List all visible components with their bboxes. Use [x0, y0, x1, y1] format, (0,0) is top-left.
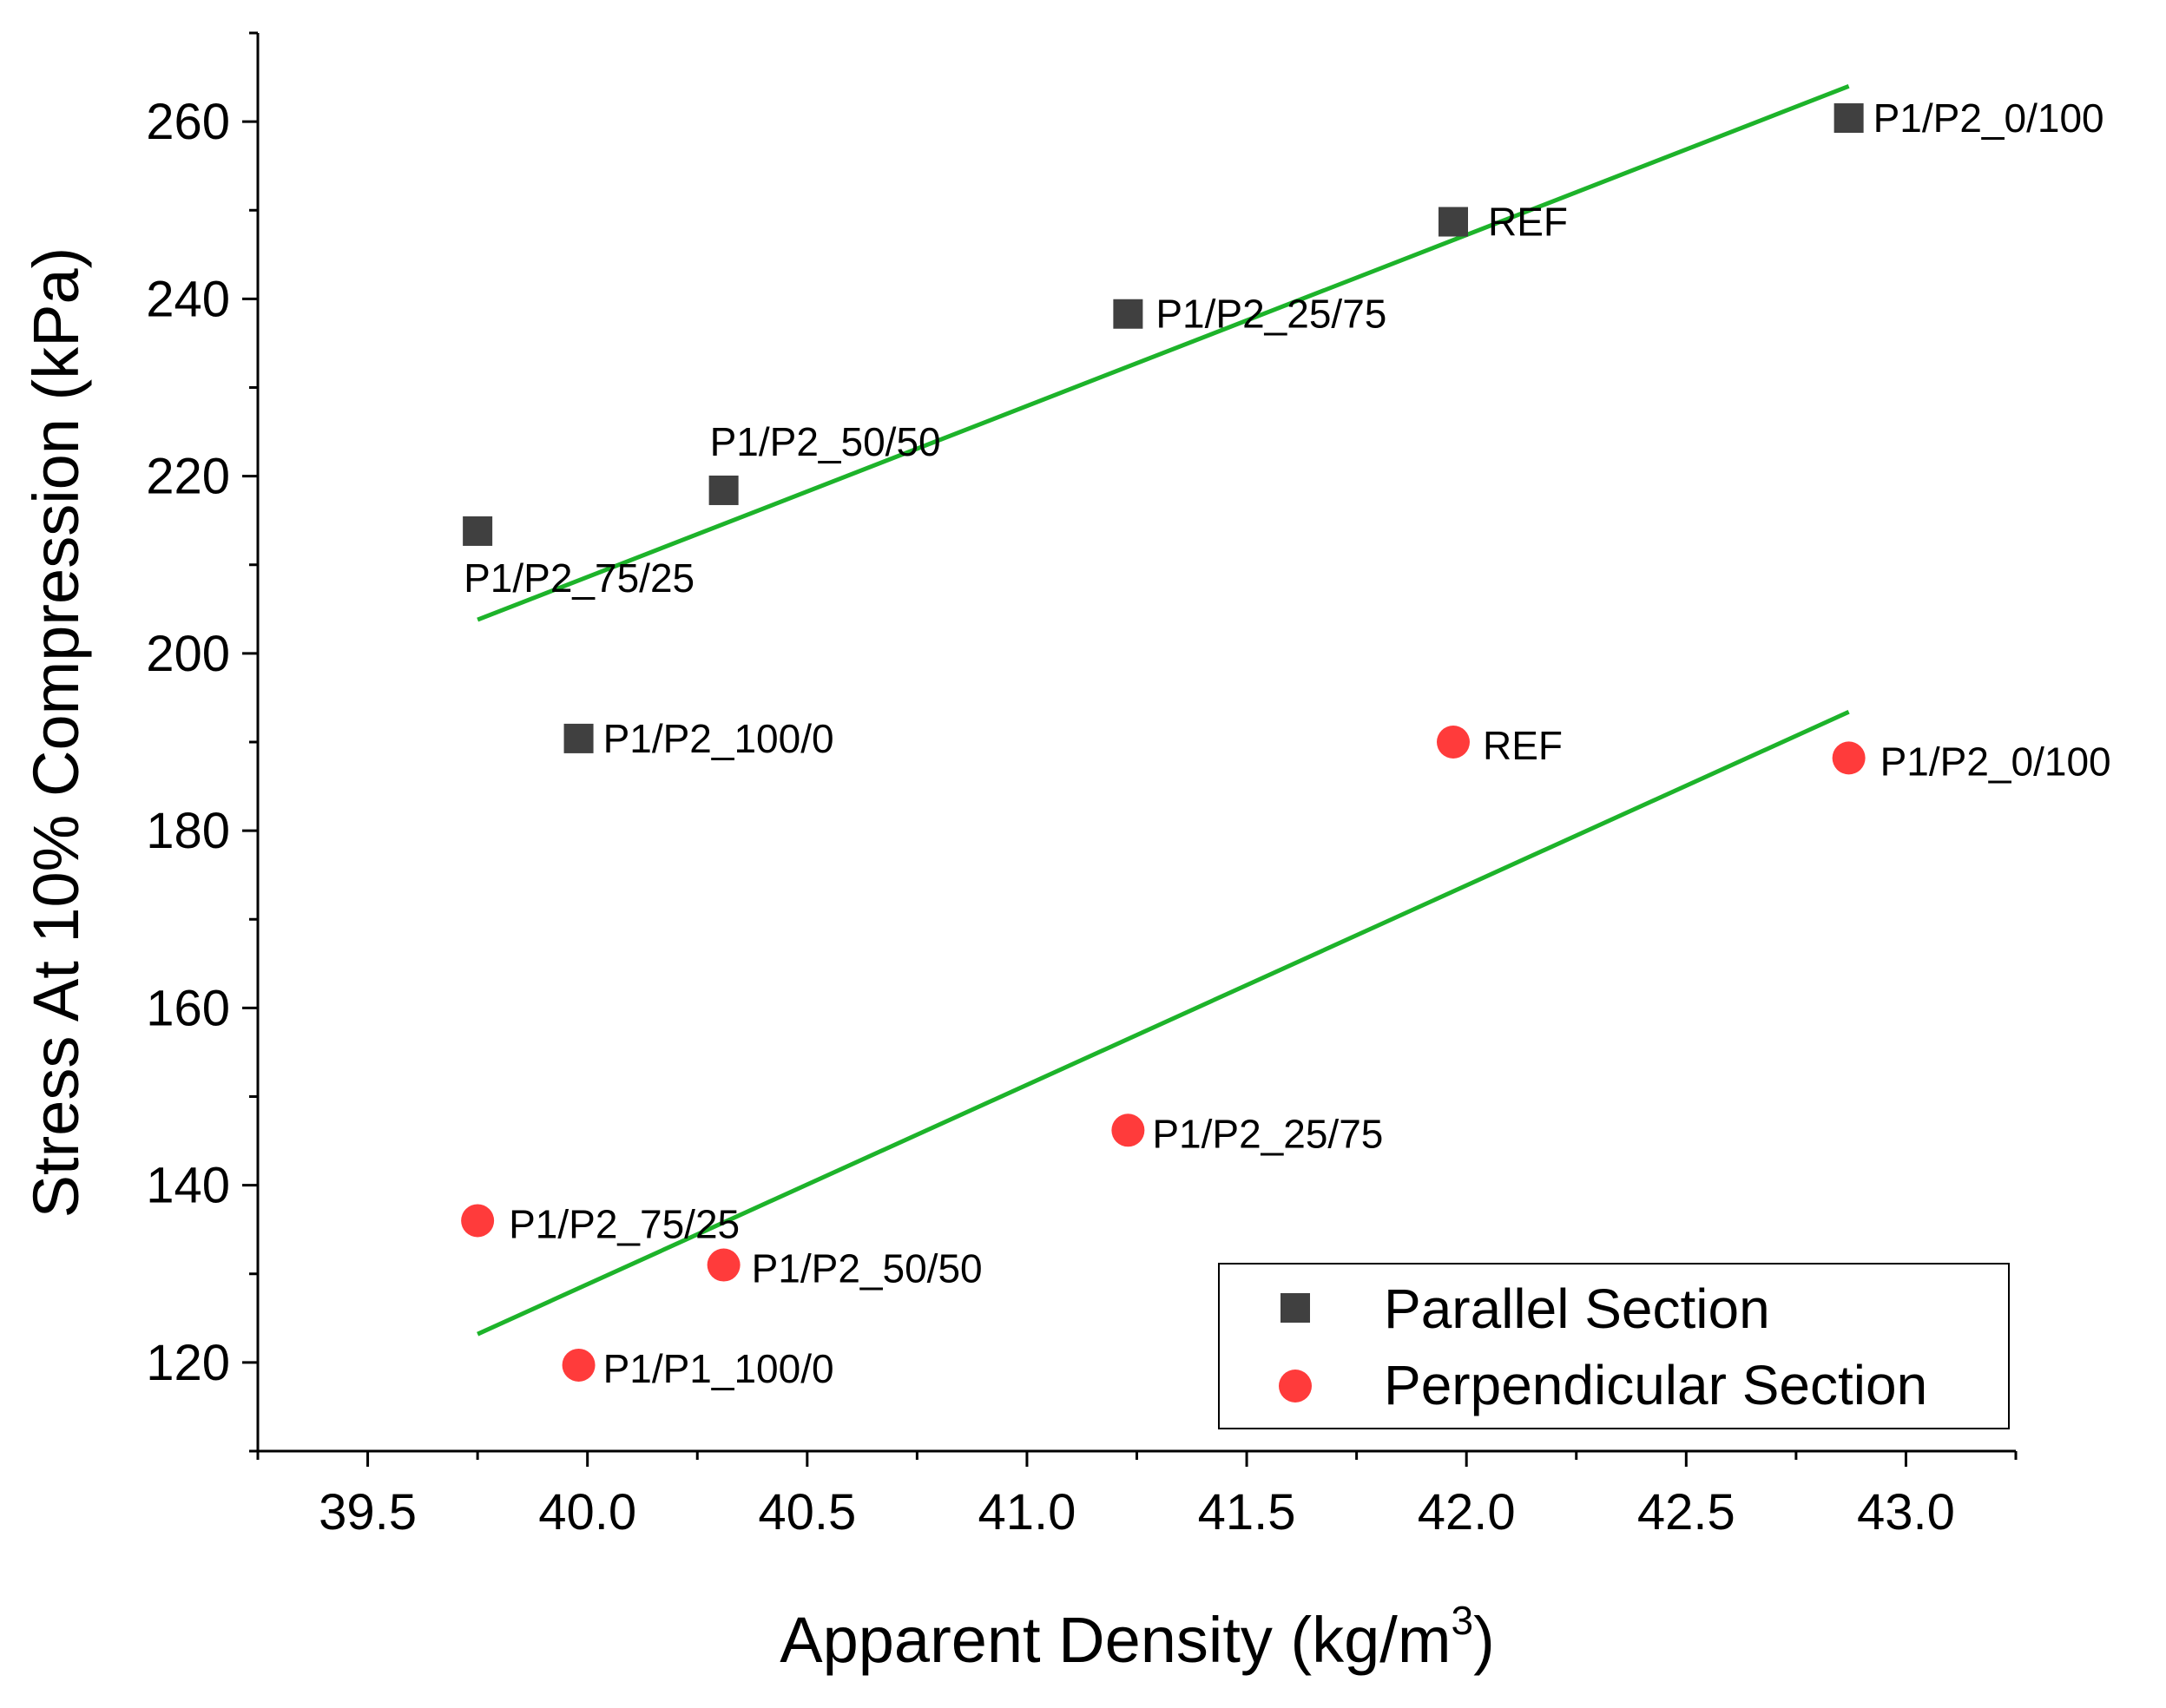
x-tick-label: 41.5: [1198, 1484, 1296, 1540]
legend-label-perpendicular: Perpendicular Section: [1384, 1354, 1927, 1416]
data-point-perpendicular: [1111, 1113, 1145, 1147]
data-label-parallel: REF: [1488, 200, 1568, 245]
data-point-perpendicular: [1437, 726, 1470, 759]
data-label-parallel: P1/P2_0/100: [1873, 95, 2104, 141]
legend-marker-parallel: [1281, 1293, 1310, 1323]
fit-line-perpendicular: [477, 710, 1850, 1337]
data-point-perpendicular: [562, 1348, 596, 1382]
y-tick-label: 120: [146, 1335, 230, 1391]
data-label-parallel: P1/P2_25/75: [1155, 292, 1386, 337]
data-label-perpendicular: P1/P2_75/25: [509, 1201, 740, 1246]
y-tick-label: 260: [146, 94, 230, 150]
data-point-perpendicular: [707, 1248, 741, 1282]
x-axis-title: Apparent Density (kg/m3): [780, 1598, 1494, 1676]
point-labels: P1/P2_75/25 P1/P2_50/50 P1/P2_100/0 P1/P2_2…: [464, 95, 2111, 1391]
x-tick-label: 42.5: [1637, 1484, 1735, 1540]
data-point-parallel: [708, 475, 739, 505]
data-point-perpendicular: [1832, 741, 1866, 775]
y-axis-title: Stress At 10% Compression (kPa): [20, 247, 92, 1219]
x-axis-title-main: Apparent Density (kg/m: [780, 1604, 1451, 1676]
legend-label-parallel: Parallel Section: [1384, 1278, 1770, 1340]
data-label-parallel: P1/P2_100/0: [603, 716, 834, 761]
x-tick-label: 43.0: [1857, 1484, 1955, 1540]
y-tick-label: 220: [146, 449, 230, 505]
data-point-parallel: [463, 516, 493, 546]
data-point-parallel: [1834, 103, 1864, 134]
x-tick-label: 40.5: [758, 1484, 856, 1540]
fit-lines: [477, 83, 1850, 1337]
x-tick-label: 39.5: [319, 1484, 417, 1540]
data-label-perpendicular: P1/P2_25/75: [1152, 1111, 1383, 1156]
x-axis-title-end: ): [1473, 1604, 1495, 1676]
x-tick-label: 40.0: [538, 1484, 636, 1540]
legend: Parallel Section Perpendicular Section: [1218, 1263, 2010, 1429]
x-tick-label: 42.0: [1418, 1484, 1516, 1540]
data-label-parallel: P1/P2_75/25: [464, 555, 695, 601]
data-label-perpendicular: P1/P2_50/50: [752, 1246, 983, 1291]
data-label-perpendicular: REF: [1483, 723, 1563, 768]
x-tick-label: 41.0: [978, 1484, 1076, 1540]
y-tick-label: 140: [146, 1158, 230, 1214]
legend-frame: [1218, 1263, 2010, 1429]
y-tick-label: 240: [146, 271, 230, 327]
y-tick-label: 180: [146, 803, 230, 859]
y-tick-label: 200: [146, 626, 230, 682]
data-label-parallel: P1/P2_50/50: [710, 419, 941, 464]
data-label-perpendicular: P1/P2_0/100: [1880, 739, 2111, 784]
data-point-parallel: [563, 723, 594, 753]
data-label-perpendicular: P1/P1_100/0: [603, 1346, 834, 1391]
axes: 120 140 160 180 200 220 240 260 39.5 40.0 40.5 41.0…: [146, 31, 2018, 1540]
data-point-parallel: [1113, 299, 1143, 329]
data-point-parallel: [1439, 207, 1468, 237]
y-tick-label: 160: [146, 980, 230, 1036]
fit-line-parallel: [477, 83, 1850, 622]
data-point-perpendicular: [461, 1204, 495, 1238]
legend-marker-perpendicular: [1279, 1370, 1312, 1403]
x-axis-title-superscript: 3: [1451, 1598, 1473, 1643]
data-points: [461, 103, 1866, 1382]
